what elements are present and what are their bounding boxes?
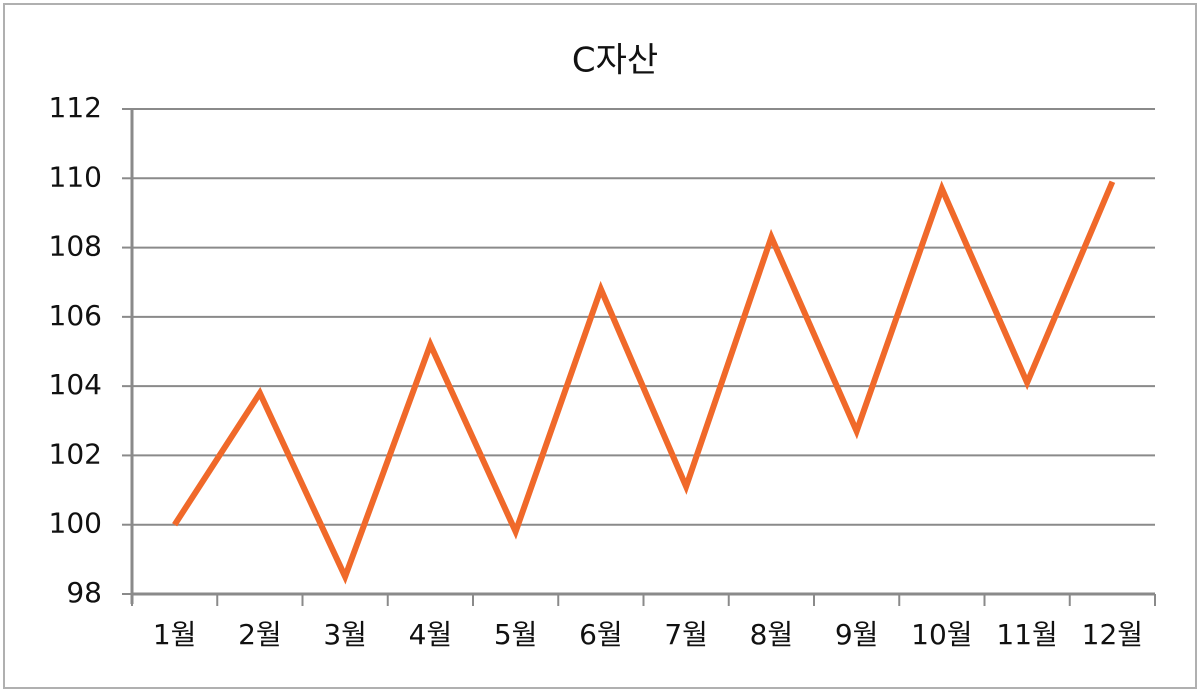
y-tick-label: 98: [66, 576, 102, 609]
x-tick-label: 7월: [664, 618, 708, 651]
chart-title: C자산: [572, 41, 658, 81]
x-tick-label: 9월: [835, 618, 879, 651]
x-tick-label: 3월: [323, 618, 367, 651]
y-tick-label: 104: [49, 368, 102, 401]
y-tick-label: 108: [49, 230, 102, 263]
x-tick-label: 10월: [911, 618, 972, 651]
y-tick-label: 110: [49, 160, 102, 193]
y-tick-label: 102: [49, 437, 102, 470]
y-tick-label: 100: [49, 507, 102, 540]
x-tick-label: 4월: [409, 618, 453, 651]
x-tick-label: 8월: [750, 618, 794, 651]
chart-frame: [3, 3, 1197, 689]
x-tick-label: 5월: [494, 618, 538, 651]
y-tick-label: 112: [49, 91, 102, 124]
x-tick-label: 11월: [996, 618, 1057, 651]
x-tick-label: 12월: [1082, 618, 1143, 651]
data-line: [172, 180, 1116, 585]
x-tick-label: 1월: [153, 618, 197, 651]
y-tick-label: 106: [49, 299, 102, 332]
x-tick-label: 2월: [238, 618, 282, 651]
x-tick-label: 6월: [579, 618, 623, 651]
